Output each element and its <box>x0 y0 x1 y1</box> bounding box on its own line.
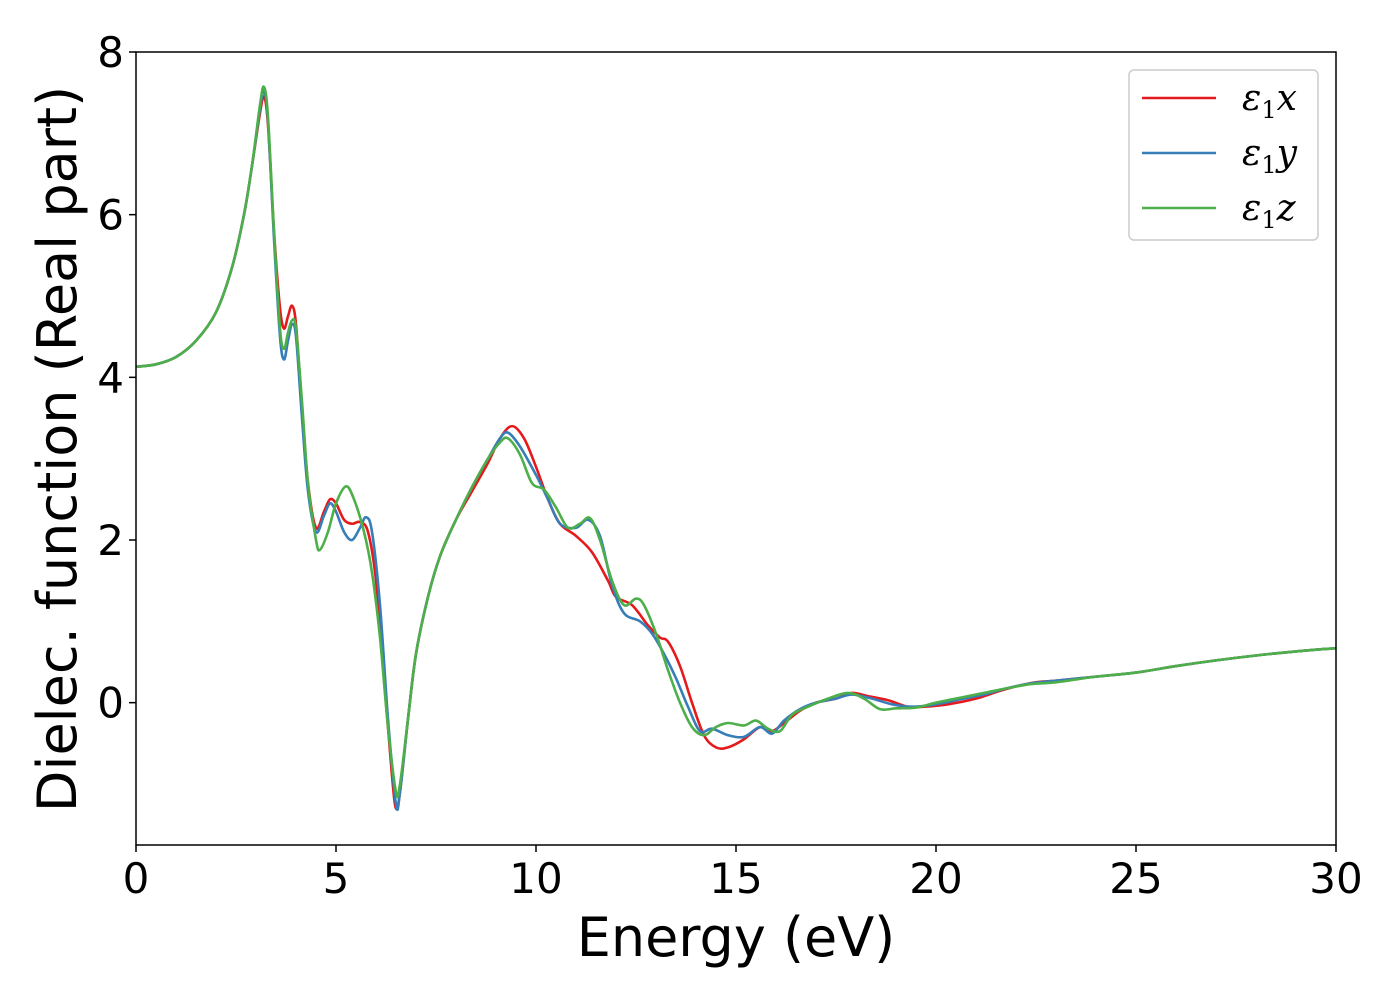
legend-label-2: ε1y <box>1242 133 1298 179</box>
y-tick-label: 4 <box>97 353 124 402</box>
legend-symbol: ε <box>1242 188 1261 229</box>
legend-component: z <box>1276 188 1297 229</box>
y-tick-label: 6 <box>97 191 124 240</box>
x-tick-label: 5 <box>323 854 350 903</box>
plot-series-group <box>135 85 1337 811</box>
legend-subscript: 1 <box>1261 151 1276 179</box>
x-tick-label: 10 <box>509 854 562 903</box>
x-tick-label: 20 <box>909 854 962 903</box>
x-axis-ticks: 0 5 10 15 20 25 30 <box>123 845 1363 903</box>
x-axis-title: Energy (eV) <box>577 906 896 969</box>
legend-label-1: ε1x <box>1242 78 1297 124</box>
y-axis-title: Dielec. function (Real part) <box>26 86 89 812</box>
y-tick-label: 8 <box>97 28 124 77</box>
legend-subscript: 1 <box>1261 96 1276 124</box>
legend-component: y <box>1275 133 1298 174</box>
x-tick-label: 25 <box>1109 854 1162 903</box>
x-tick-label: 0 <box>123 854 150 903</box>
y-tick-label: 2 <box>97 516 124 565</box>
legend-symbol: ε <box>1242 78 1261 119</box>
legend-label-3: ε1z <box>1242 188 1297 234</box>
legend-component: x <box>1277 78 1297 119</box>
legend-box <box>1128 69 1319 241</box>
legend-subscript: 1 <box>1261 206 1276 234</box>
series-line-3 <box>135 85 1337 799</box>
x-tick-label: 15 <box>709 854 762 903</box>
y-axis-ticks: 0 2 4 6 8 <box>97 28 136 728</box>
legend-symbol: ε <box>1242 133 1261 174</box>
x-tick-label: 30 <box>1309 854 1362 903</box>
y-tick-label: 0 <box>97 679 124 728</box>
series-line-2 <box>135 89 1337 811</box>
